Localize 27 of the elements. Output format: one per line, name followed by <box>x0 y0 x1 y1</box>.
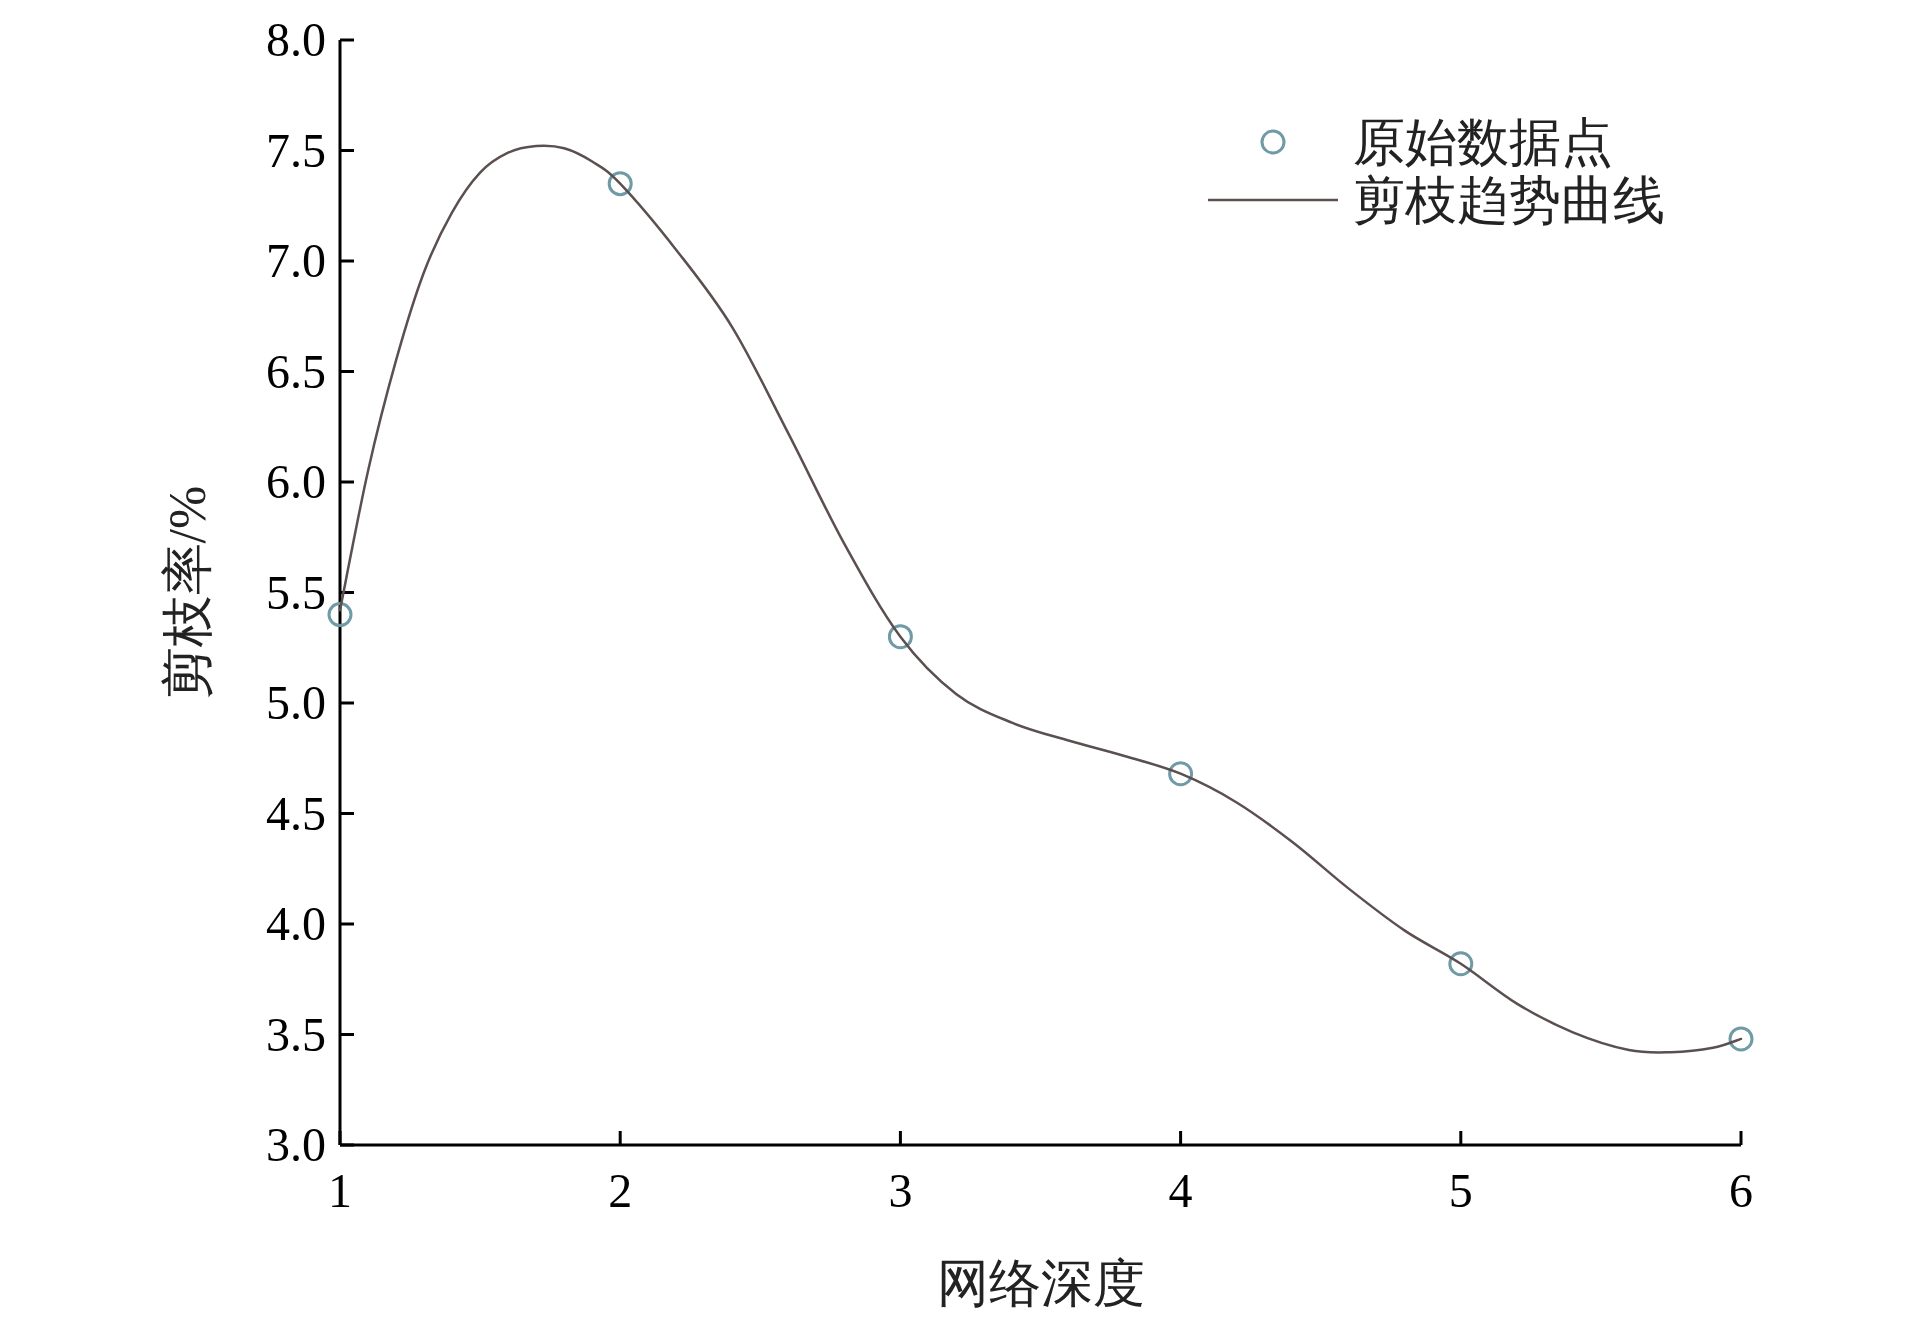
point <box>887 624 913 650</box>
x-tick-label: 3 <box>888 1164 913 1217</box>
y-tick-label: 4.5 <box>266 786 326 840</box>
y-tick-label: 3.5 <box>266 1007 326 1061</box>
x-tick-label: 5 <box>1448 1164 1473 1217</box>
point <box>327 602 353 628</box>
point <box>1168 761 1194 787</box>
point <box>1448 951 1474 977</box>
x-axis-title: 网络深度 <box>936 1255 1145 1312</box>
x-tick-label: 6 <box>1729 1164 1753 1217</box>
x-tick-label: 2 <box>608 1164 633 1217</box>
y-tick-label: 8.0 <box>266 13 326 66</box>
y-axis-title: 剪枝率/% <box>159 485 216 700</box>
legend-label: 原始数据点 <box>1353 114 1613 171</box>
y-tick-label: 5.0 <box>266 676 326 729</box>
point <box>1728 1026 1754 1052</box>
x-tick-label: 4 <box>1168 1164 1193 1217</box>
point <box>607 171 633 197</box>
y-tick-label: 7.0 <box>266 234 326 287</box>
y-tick-label: 6.5 <box>266 344 326 398</box>
x-tick-label: 1 <box>328 1164 352 1217</box>
y-tick-label: 4.0 <box>266 897 326 950</box>
y-tick-label: 7.5 <box>266 123 326 177</box>
y-tick-label: 5.5 <box>266 565 326 619</box>
y-tick-label: 3.0 <box>266 1118 326 1171</box>
legend-label: 剪枝趋势曲线 <box>1353 172 1665 229</box>
y-tick-label: 6.0 <box>266 455 326 508</box>
